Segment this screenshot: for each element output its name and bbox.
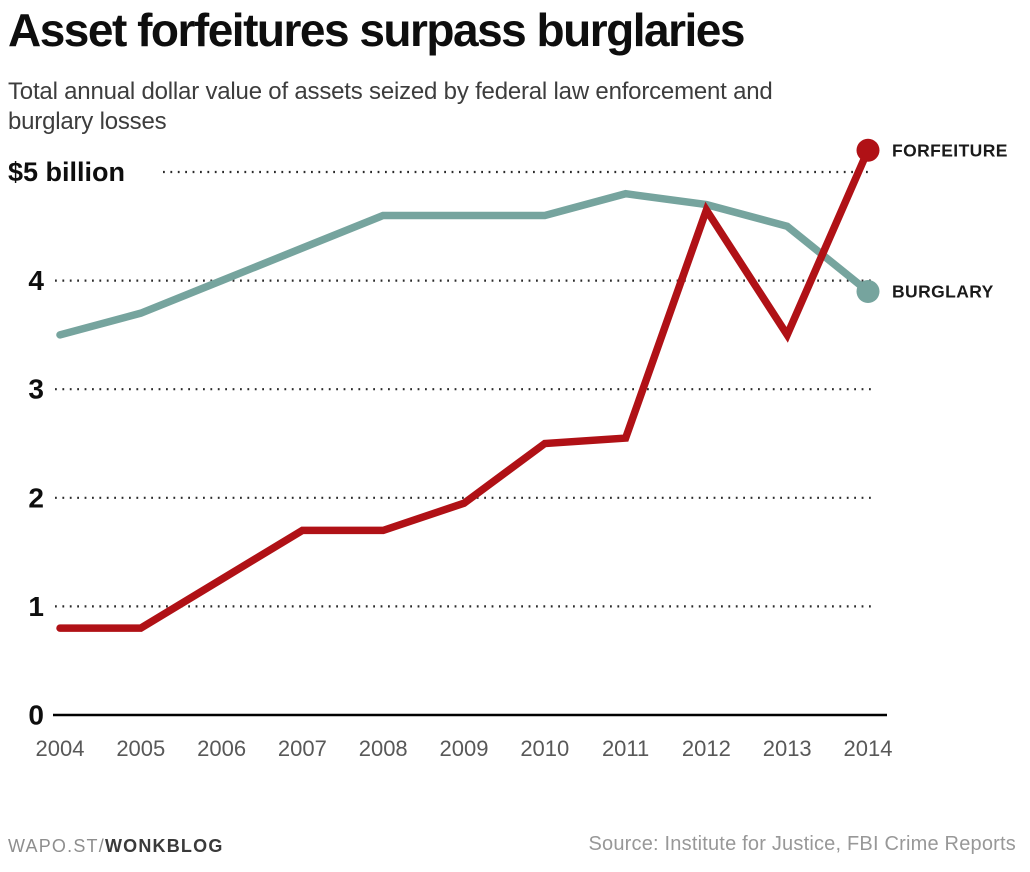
forfeiture-legend-label: FORFEITURE bbox=[892, 140, 1008, 160]
x-tick-label: 2007 bbox=[278, 736, 327, 761]
x-tick-label: 2011 bbox=[602, 736, 649, 761]
forfeiture-endpoint-dot bbox=[856, 138, 880, 162]
y-tick-label: 0 bbox=[28, 700, 44, 731]
x-tick-label: 2006 bbox=[197, 736, 246, 761]
brand-bold: WONKBLOG bbox=[104, 836, 224, 856]
y-tick-label: 3 bbox=[28, 374, 44, 405]
footer: WAPO.ST/WONKBLOG Source: Institute for J… bbox=[8, 833, 1016, 861]
x-tick-label: 2005 bbox=[116, 736, 165, 761]
x-tick-label: 2014 bbox=[844, 736, 893, 761]
forfeiture-line bbox=[56, 146, 872, 632]
y-tick-label: 1 bbox=[28, 591, 44, 622]
burglary-endpoint-dot bbox=[856, 279, 880, 303]
wonkblog-brand: WAPO.ST/WONKBLOG bbox=[8, 836, 224, 857]
x-tick-label: 2009 bbox=[440, 736, 489, 761]
x-tick-label: 2004 bbox=[36, 736, 85, 761]
page-title: Asset forfeitures surpass burglaries bbox=[8, 4, 745, 56]
x-tick-label: 2013 bbox=[763, 736, 812, 761]
source-credit: Source: Institute for Justice, FBI Crime… bbox=[588, 833, 1016, 855]
x-tick-label: 2010 bbox=[520, 736, 569, 761]
brand-prefix: WAPO.ST/ bbox=[8, 836, 105, 856]
chart-subtitle: Total annual dollar value of assets seiz… bbox=[8, 77, 773, 137]
subtitle-line-1: Total annual dollar value of assets seiz… bbox=[8, 78, 773, 105]
x-tick-label: 2012 bbox=[682, 736, 731, 761]
y-axis-unit-label: $5 billion bbox=[8, 157, 125, 187]
y-tick-label: 4 bbox=[28, 265, 44, 296]
subtitle-line-2: burglary losses bbox=[8, 108, 167, 135]
x-tick-label: 2008 bbox=[359, 736, 408, 761]
burglary-line bbox=[56, 189, 872, 339]
burglary-legend-label: BURGLARY bbox=[892, 281, 994, 301]
y-tick-label: 2 bbox=[28, 482, 44, 513]
